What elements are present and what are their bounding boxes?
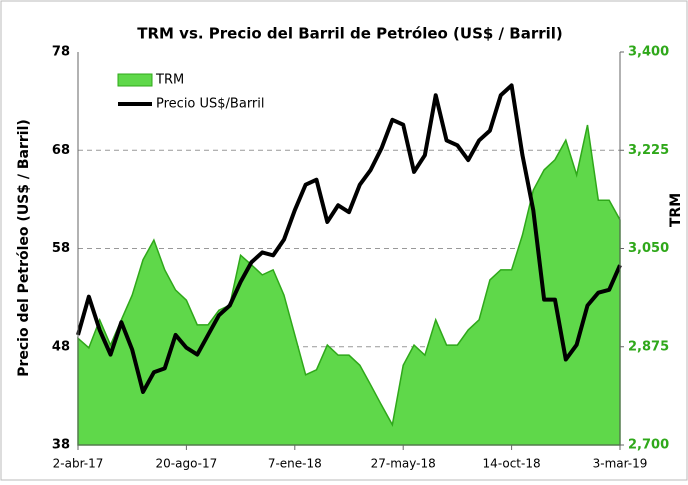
x-tick-label: 7-ene-18 [268,457,322,471]
y2-axis-title: TRM [668,193,684,227]
y-tick-label: 58 [52,241,70,256]
y-tick-label: 68 [52,143,70,158]
legend-swatch [117,73,153,87]
y-tick-label: 78 [52,45,70,60]
x-tick-label: 14-oct-18 [483,457,541,471]
y2-tick-label: 3,400 [628,45,669,60]
chart-title: TRM vs. Precio del Barril de Petróleo (U… [137,25,563,43]
x-tick-label: 3-mar-19 [593,457,648,471]
y2-tick-label: 2,875 [628,339,669,354]
legend-label: Precio US$/Barril [156,97,265,112]
x-tick-label: 20-ago-17 [156,457,218,471]
y-tick-label: 38 [52,438,70,453]
x-tick-label: 2-abr-17 [53,457,104,471]
legend-label: TRM [155,73,184,88]
y-tick-label: 48 [52,339,70,354]
y2-tick-label: 2,700 [628,438,669,453]
y2-tick-label: 3,225 [628,143,669,158]
line [76,83,622,394]
area [77,124,621,446]
x-tick-label: 27-may-18 [371,457,436,471]
y2-tick-label: 3,050 [628,241,669,256]
y-axis-title: Precio del Petróleo (US$ / Barril) [16,119,32,377]
